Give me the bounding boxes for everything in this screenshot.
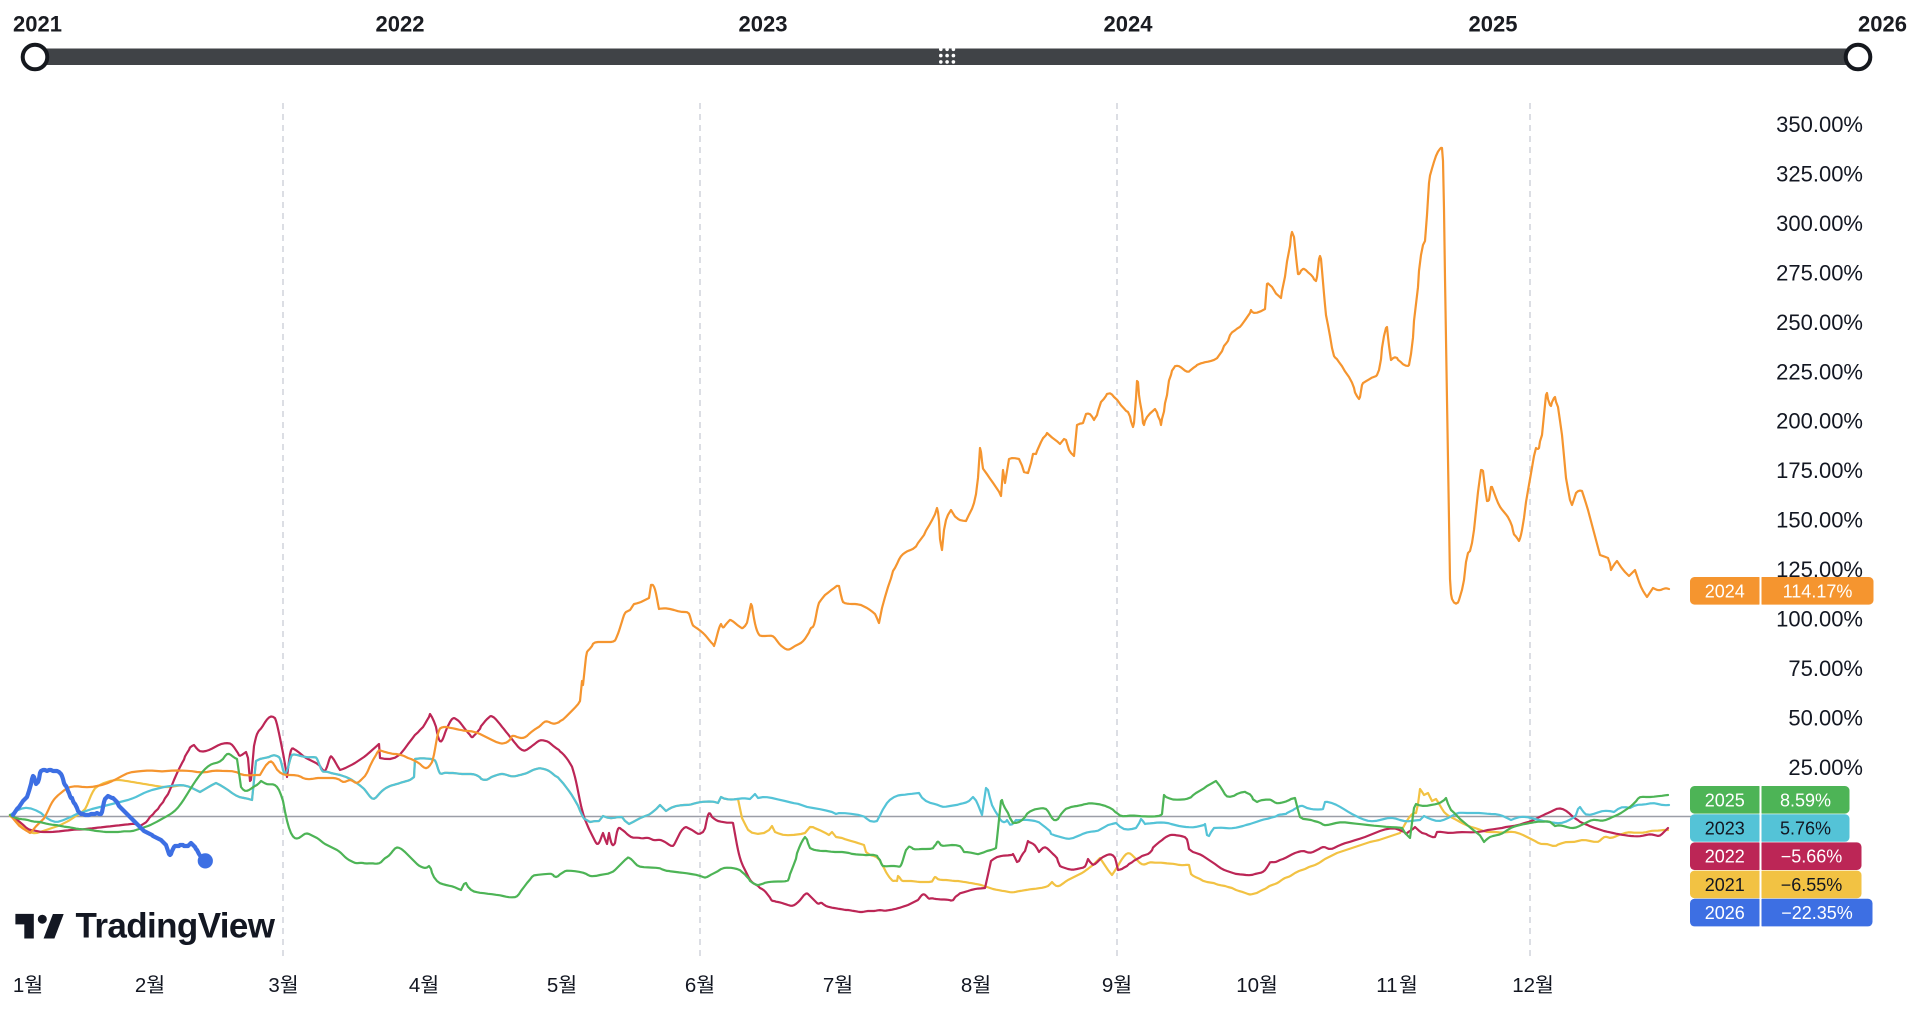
svg-text:2026: 2026 [1705,903,1745,923]
svg-text:−6.55%: −6.55% [1781,875,1843,895]
svg-text:2022: 2022 [1705,847,1745,867]
svg-text:100.00%: 100.00% [1776,607,1863,632]
svg-text:114.17%: 114.17% [1783,581,1853,601]
svg-text:1: 1 [13,974,24,997]
svg-text:75.00%: 75.00% [1788,656,1863,681]
svg-text:−22.35%: −22.35% [1781,903,1853,923]
svg-text:2: 2 [135,974,146,997]
svg-text:8.59%: 8.59% [1780,790,1831,810]
svg-text:9: 9 [1102,974,1113,997]
svg-text:2024: 2024 [1705,581,1745,601]
svg-text:2025: 2025 [1705,790,1745,810]
svg-text:2022: 2022 [376,12,425,37]
svg-text:275.00%: 275.00% [1776,260,1863,285]
svg-text:300.00%: 300.00% [1776,211,1863,236]
svg-text:8: 8 [961,974,972,997]
svg-text:10: 10 [1236,974,1259,997]
svg-text:5.76%: 5.76% [1780,819,1831,839]
svg-text:25.00%: 25.00% [1788,755,1863,780]
svg-text:3: 3 [268,974,279,997]
svg-text:175.00%: 175.00% [1776,458,1863,483]
svg-text:12: 12 [1512,974,1535,997]
svg-text:6: 6 [685,974,696,997]
svg-text:225.00%: 225.00% [1776,359,1863,384]
svg-text:5: 5 [547,974,558,997]
svg-text:2023: 2023 [1705,819,1745,839]
svg-text:2024: 2024 [1104,12,1154,37]
svg-text:2025: 2025 [1469,12,1518,37]
svg-text:2021: 2021 [1705,875,1745,895]
svg-text:350.00%: 350.00% [1776,112,1863,137]
svg-text:2021: 2021 [13,12,62,37]
svg-text:TradingView: TradingView [76,907,276,946]
svg-text:7: 7 [823,974,834,997]
svg-text:325.00%: 325.00% [1776,161,1863,186]
svg-text:200.00%: 200.00% [1776,409,1863,434]
svg-text:250.00%: 250.00% [1776,310,1863,335]
svg-text:−5.66%: −5.66% [1781,847,1843,867]
svg-text:50.00%: 50.00% [1788,706,1863,731]
svg-text:150.00%: 150.00% [1776,508,1863,533]
svg-text:2023: 2023 [739,12,788,37]
svg-text:2026: 2026 [1858,12,1907,37]
svg-text:4: 4 [409,974,420,997]
svg-text:11: 11 [1376,974,1397,997]
